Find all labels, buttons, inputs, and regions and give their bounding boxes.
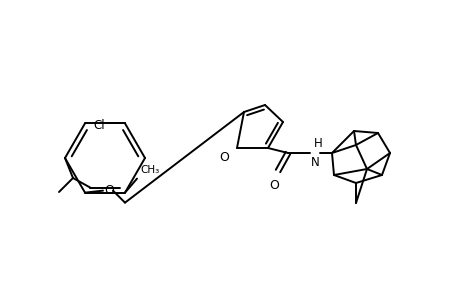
Text: O: O: [269, 179, 278, 192]
Text: N: N: [310, 156, 319, 169]
Text: CH₃: CH₃: [140, 165, 159, 175]
Text: H: H: [313, 137, 322, 150]
Text: O: O: [218, 151, 229, 164]
Text: O: O: [104, 184, 114, 197]
Text: Cl: Cl: [93, 119, 105, 132]
